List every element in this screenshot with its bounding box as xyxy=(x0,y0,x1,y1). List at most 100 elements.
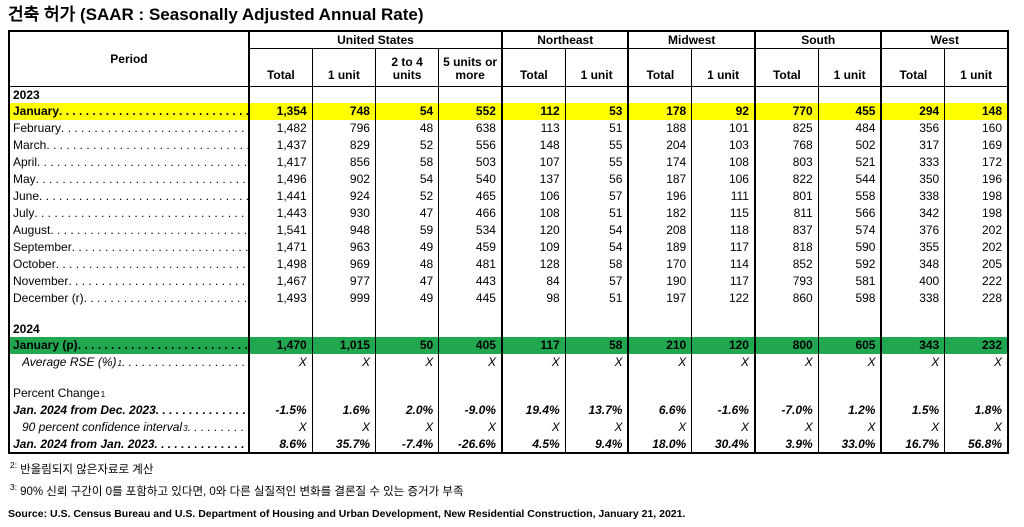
cell: 51 xyxy=(564,289,629,307)
cell: 948 xyxy=(311,221,376,239)
cell xyxy=(627,370,692,385)
table-row: 90 percent confidence interval3XXXXXXXXX… xyxy=(9,418,1008,436)
cell xyxy=(374,86,439,103)
cell: 204 xyxy=(627,136,692,154)
cell: 801 xyxy=(753,187,819,205)
cell: 117 xyxy=(500,336,566,354)
cell xyxy=(627,384,692,402)
cell: 400 xyxy=(880,272,945,290)
cell: 1,482 xyxy=(247,119,313,137)
cell: 902 xyxy=(311,170,376,188)
cell: 55 xyxy=(564,153,629,171)
cell: X xyxy=(564,418,629,436)
cell: 48 xyxy=(374,255,439,273)
row-label: 2024 xyxy=(13,321,40,336)
cell: 122 xyxy=(691,289,755,307)
cell xyxy=(691,370,755,385)
cell: 187 xyxy=(627,170,692,188)
cell: 856 xyxy=(311,153,376,171)
cell xyxy=(438,86,502,103)
cell: 112 xyxy=(500,102,566,120)
cell: -1.6% xyxy=(691,401,755,419)
cell: 811 xyxy=(753,204,819,222)
cell: X xyxy=(691,418,755,436)
row-label: 2023 xyxy=(13,87,40,102)
row-label xyxy=(9,307,249,321)
cell: X xyxy=(438,418,502,436)
cell xyxy=(500,320,566,337)
cell xyxy=(753,384,819,402)
dot-leader xyxy=(46,138,248,152)
dot-leader xyxy=(59,104,248,118)
cell: 128 xyxy=(500,255,566,273)
cell: 803 xyxy=(753,153,819,171)
cell: 48 xyxy=(374,119,439,137)
col-header-ne-1unit: 1 unit xyxy=(564,48,629,88)
cell: 228 xyxy=(944,289,1008,307)
cell: 338 xyxy=(880,289,945,307)
row-label: Jan. 2024 from Dec. 2023 xyxy=(9,402,249,419)
cell: 837 xyxy=(753,221,819,239)
cell xyxy=(564,86,629,103)
table-row: Jan. 2024 from Jan. 20238.6%35.7%-7.4%-2… xyxy=(9,435,1008,453)
cell: 590 xyxy=(817,238,882,256)
col-header-us-total: Total xyxy=(247,48,313,88)
cell: 800 xyxy=(753,336,819,354)
cell xyxy=(817,320,882,337)
cell: 405 xyxy=(438,336,502,354)
cell: 503 xyxy=(438,153,502,171)
cell xyxy=(564,370,629,385)
cell: 50 xyxy=(374,336,439,354)
cell: 169 xyxy=(944,136,1008,154)
cell: 977 xyxy=(311,272,376,290)
cell: 188 xyxy=(627,119,692,137)
table-header: Period United States Northeast Midwest S… xyxy=(9,30,1008,88)
table-row: October1,4989694848112858170114852592348… xyxy=(9,255,1008,273)
row-label: March xyxy=(9,137,249,154)
dot-leader xyxy=(39,189,248,203)
cell: 6.6% xyxy=(627,401,692,419)
cell: 1,437 xyxy=(247,136,313,154)
cell: X xyxy=(753,418,819,436)
cell: 49 xyxy=(374,289,439,307)
cell xyxy=(311,320,376,337)
table-row: August1,54194859534120542081188375743762… xyxy=(9,221,1008,239)
cell xyxy=(311,86,376,103)
cell xyxy=(817,384,882,402)
cell: 317 xyxy=(880,136,945,154)
dot-leader xyxy=(84,291,248,305)
cell xyxy=(438,320,502,337)
cell: -26.6% xyxy=(438,435,502,453)
table-row: November1,467977474438457190117793581400… xyxy=(9,272,1008,290)
cell xyxy=(564,306,629,321)
cell: 1,498 xyxy=(247,255,313,273)
cell: 182 xyxy=(627,204,692,222)
cell: 605 xyxy=(817,336,882,354)
cell: 1.8% xyxy=(944,401,1008,419)
cell: X xyxy=(500,353,566,371)
cell: 1.2% xyxy=(817,401,882,419)
cell: 1,354 xyxy=(247,102,313,120)
cell: 58 xyxy=(564,336,629,354)
cell xyxy=(438,306,502,321)
cell xyxy=(753,320,819,337)
cell xyxy=(564,320,629,337)
cell xyxy=(564,384,629,402)
cell: 443 xyxy=(438,272,502,290)
cell: 1,471 xyxy=(247,238,313,256)
cell: 566 xyxy=(817,204,882,222)
cell: 852 xyxy=(753,255,819,273)
row-label: August xyxy=(9,222,249,239)
col-group-northeast: Northeast xyxy=(500,30,629,50)
cell: 106 xyxy=(691,170,755,188)
cell: 818 xyxy=(753,238,819,256)
col-header-w-1unit: 1 unit xyxy=(944,48,1008,88)
cell: 137 xyxy=(500,170,566,188)
cell: 796 xyxy=(311,119,376,137)
cell: -9.0% xyxy=(438,401,502,419)
cell: 592 xyxy=(817,255,882,273)
cell xyxy=(817,306,882,321)
row-label: June xyxy=(9,188,249,205)
cell xyxy=(880,306,945,321)
